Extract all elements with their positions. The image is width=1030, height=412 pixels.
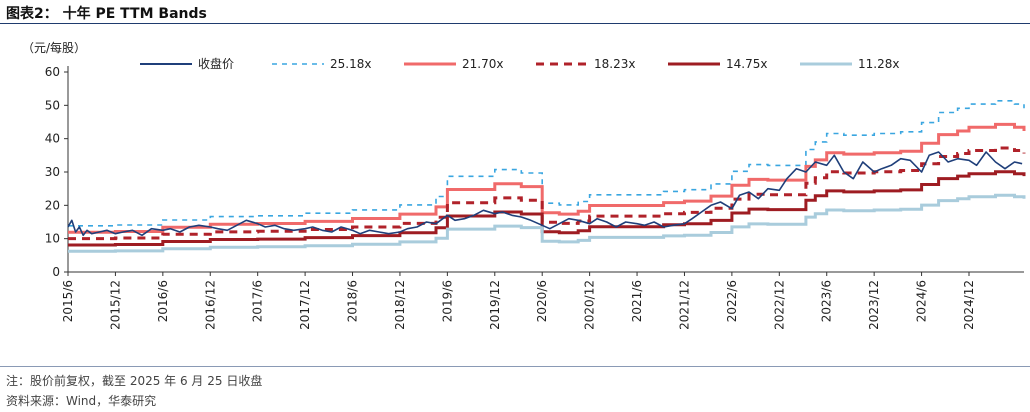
x-tick-label: 2024/12 [962, 280, 976, 330]
band-11.28x [68, 193, 1026, 253]
legend-label: 25.18x [330, 57, 371, 71]
x-tick-label: 2017/12 [298, 280, 312, 330]
x-tick-label: 2016/6 [156, 280, 170, 322]
legend-label: 14.75x [726, 57, 767, 71]
band-18.23x [68, 146, 1026, 241]
y-tick-label: 40 [45, 132, 60, 146]
y-tick-label: 20 [45, 198, 60, 212]
x-tick-label: 2023/12 [867, 280, 881, 330]
x-tick-label: 2020/12 [583, 280, 597, 330]
pe-band-chart: 0 10 20 30 40 50 60 2015/6 2015/12 2016/6 2016/12… [22, 40, 1026, 330]
y-tick-label: 50 [45, 98, 60, 112]
y-tick-label: 10 [45, 232, 60, 246]
legend-label: 18.23x [594, 57, 635, 71]
band-25.18x [68, 100, 1025, 227]
x-tick-label: 2022/12 [772, 280, 786, 330]
x-tick-label: 2015/12 [108, 280, 122, 330]
title-rule [0, 23, 1030, 24]
band-21.70x [68, 122, 1026, 234]
x-tick-label: 2019/12 [488, 280, 502, 330]
y-tick-label: 30 [45, 165, 60, 179]
x-tick-label: 2017/6 [251, 280, 265, 322]
x-tick-label: 2024/6 [915, 280, 929, 322]
x-tick-label: 2019/6 [440, 280, 454, 322]
footnote: 注：股价前复权，截至 2025 年 6 月 25 日收盘 [6, 374, 263, 388]
x-tick-label: 2020/6 [535, 280, 549, 322]
x-tick-label: 2021/12 [677, 280, 691, 330]
y-tick-label: 60 [45, 65, 60, 79]
x-tick-label: 2023/6 [820, 280, 834, 322]
source-note: 资料来源：Wind，华泰研究 [6, 394, 157, 408]
footer-rule [0, 366, 1030, 367]
legend-label: 21.70x [462, 57, 503, 71]
y-axis-label: （元/每股） [22, 40, 86, 55]
legend-label: 收盘价 [198, 56, 234, 71]
x-tick-label: 2018/12 [393, 280, 407, 330]
figure-title: 图表2： 十年 PE TTM Bands [6, 6, 207, 22]
y-tick-label: 0 [52, 265, 60, 279]
legend-label: 11.28x [858, 57, 899, 71]
x-tick-label: 2016/12 [203, 280, 217, 330]
band-14.75x [68, 170, 1026, 247]
x-tick-label: 2018/6 [346, 280, 360, 322]
series-close-price [67, 151, 1023, 237]
x-tick-label: 2015/6 [61, 280, 75, 322]
x-tick-label: 2022/6 [725, 280, 739, 322]
x-tick-label: 2021/6 [630, 280, 644, 322]
